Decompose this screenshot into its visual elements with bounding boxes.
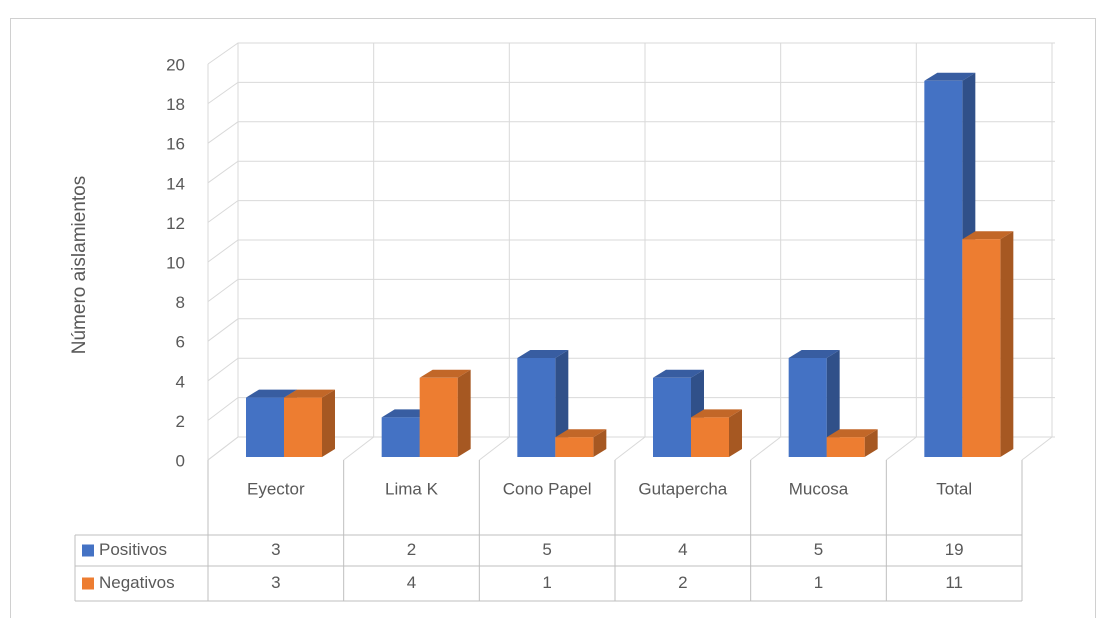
bar-side [322, 389, 335, 457]
bar [788, 350, 840, 457]
y-tick-label: 18 [166, 95, 185, 114]
x-tick-label: Eyector [247, 479, 305, 498]
y-tick-label: 4 [176, 372, 185, 391]
y-tick-label: 20 [166, 55, 185, 74]
bar-side [555, 350, 569, 457]
y-axis-title: Número aislamientos [69, 176, 90, 354]
grid-line [207, 278, 1055, 303]
bar-side [864, 429, 878, 457]
bar-top [284, 389, 335, 398]
bar-top [788, 350, 840, 358]
floor-line [614, 436, 646, 461]
bar-top [826, 429, 878, 438]
grid-line [207, 42, 1055, 65]
bar-front [381, 417, 420, 457]
table-value: 11 [945, 573, 963, 592]
floor-line [886, 436, 917, 461]
table-value: 3 [271, 540, 280, 559]
table-value: 4 [407, 573, 416, 592]
y-tick-label: 2 [176, 412, 185, 431]
table-value: 2 [407, 540, 416, 559]
floor-line [343, 436, 374, 461]
y-tick-label: 10 [166, 253, 185, 272]
x-tick-label: Lima K [385, 479, 439, 498]
bar-front [924, 80, 963, 458]
bar [691, 409, 742, 457]
legend-swatch [82, 577, 94, 590]
legend-swatch [82, 544, 94, 557]
grid-line [207, 239, 1055, 263]
x-tick-label: Total [936, 479, 972, 498]
table-value: 5 [814, 540, 823, 559]
y-tick-label: 6 [176, 333, 185, 352]
table-value: 5 [542, 540, 551, 559]
bar [419, 369, 471, 457]
table-value: 1 [814, 573, 823, 592]
grid-line [207, 200, 1055, 223]
bar-top [517, 350, 569, 358]
y-tick-label: 0 [176, 451, 185, 470]
bar-front [555, 437, 594, 457]
bar-side [1000, 231, 1014, 457]
legend-label: Positivos [99, 540, 167, 559]
bar-side [826, 350, 840, 457]
bar [284, 389, 335, 457]
bar [555, 429, 607, 457]
floor-line [479, 436, 510, 461]
y-tick-label: 12 [166, 214, 185, 233]
bar-front [419, 377, 458, 457]
x-tick-label: Mucosa [789, 479, 849, 498]
table-value: 19 [945, 540, 964, 559]
bar-front [246, 397, 284, 457]
grid-line [207, 397, 1055, 421]
grid-line [207, 318, 1055, 342]
x-tick-label: Gutapercha [638, 479, 727, 498]
grid-line [207, 121, 1055, 144]
grid-line [207, 160, 1055, 184]
floor-line [1021, 436, 1053, 461]
floor-line [750, 436, 781, 461]
bar-top [924, 72, 976, 81]
bar-front [691, 417, 729, 457]
bar [517, 350, 569, 457]
bar-top [419, 369, 471, 378]
y-tick-label: 14 [166, 174, 185, 193]
grid-line [207, 81, 1055, 105]
bar-top [653, 369, 704, 378]
grid-line [207, 436, 1055, 461]
bar [962, 231, 1014, 457]
x-tick-label: Cono Papel [503, 479, 592, 498]
bar-front [962, 239, 1001, 457]
bar [826, 429, 878, 457]
table-value: 1 [542, 573, 551, 592]
bar-top [555, 429, 607, 438]
bar-side [457, 369, 471, 457]
bar-front [517, 358, 556, 457]
legend-label: Negativos [99, 573, 175, 592]
bar-front [788, 358, 827, 457]
table-value: 3 [271, 573, 280, 592]
bar-front [284, 397, 322, 457]
bar-top [691, 409, 742, 418]
table-value: 2 [678, 573, 687, 592]
bar-top [962, 231, 1014, 240]
y-tick-label: 8 [176, 293, 185, 312]
y-tick-label: 16 [166, 135, 185, 154]
bar-side [729, 409, 742, 457]
grid-line [207, 357, 1055, 382]
bar-front [653, 377, 691, 457]
bar-side [593, 429, 607, 457]
table-value: 4 [678, 540, 687, 559]
bar-top [246, 389, 297, 398]
chart-border [10, 18, 1096, 618]
bar-front [826, 437, 865, 457]
